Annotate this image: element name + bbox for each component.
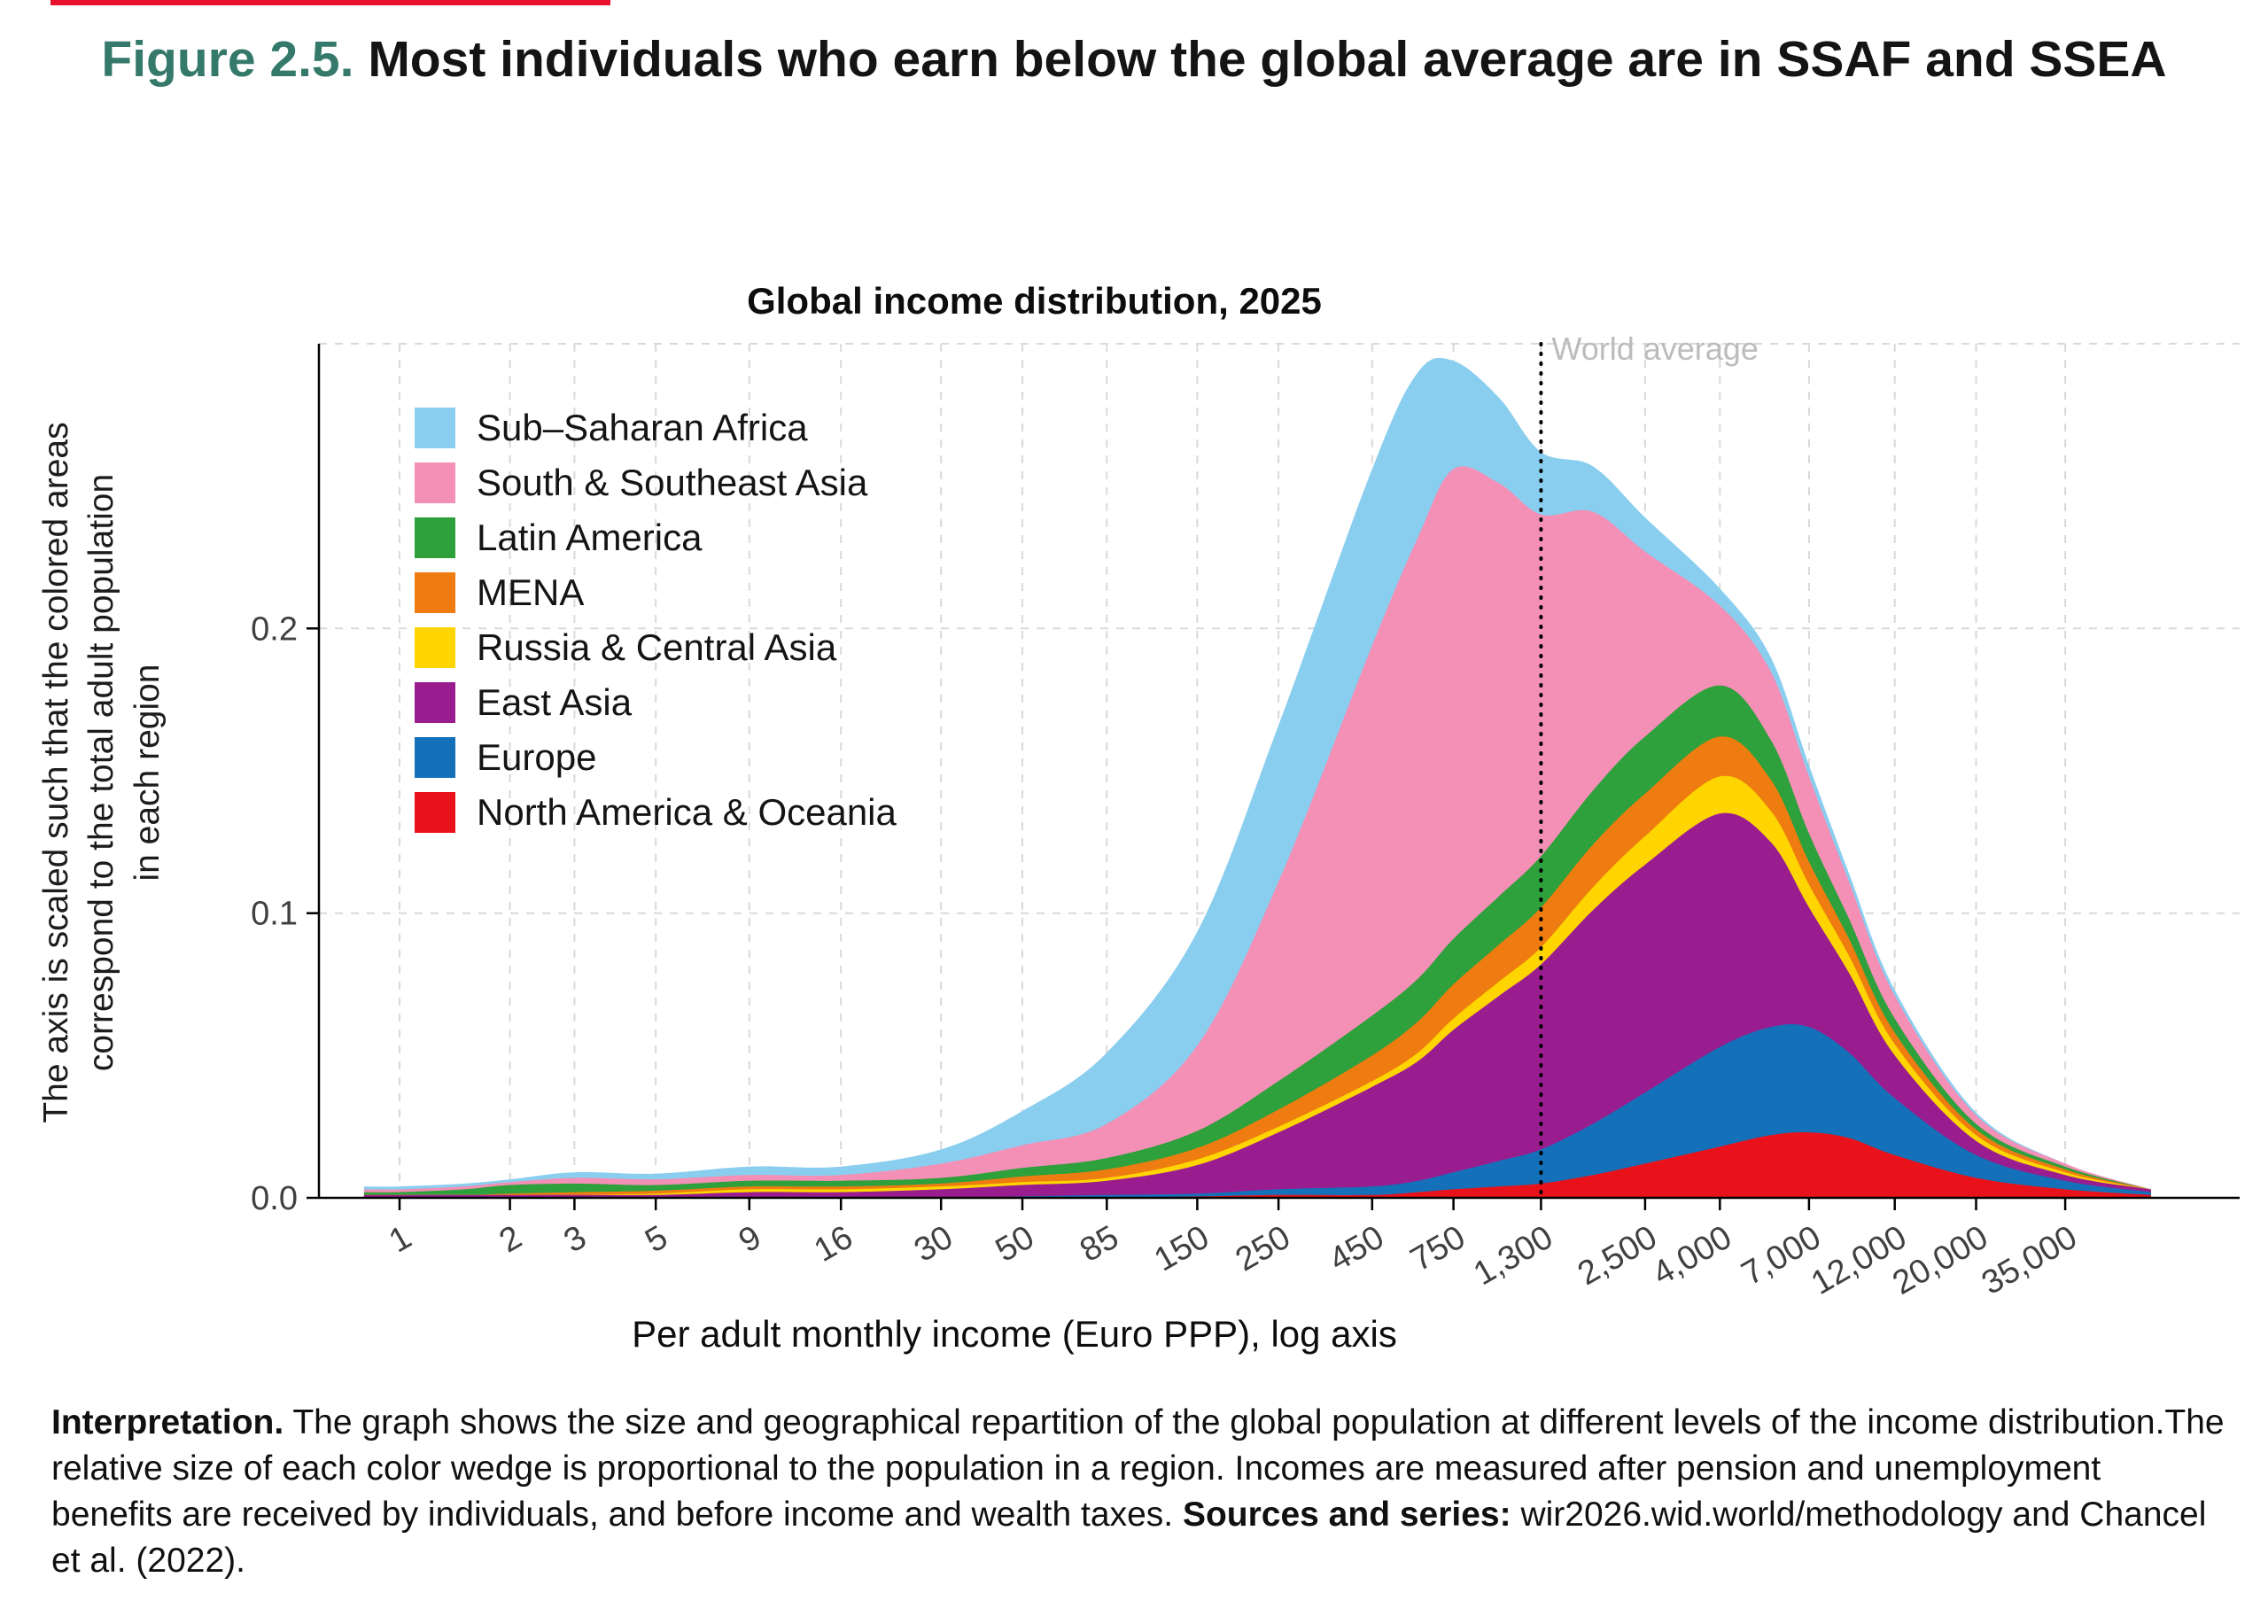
legend-swatch: [415, 572, 455, 613]
x-tick-label: 5: [639, 1218, 673, 1260]
world-average-label: World average: [1551, 330, 1758, 367]
legend-swatch: [415, 517, 455, 558]
legend-swatch: [415, 462, 455, 503]
x-tick-label: 35,000: [1976, 1218, 2084, 1302]
plot-svg-host: World average 1 2 3 5 9 16 30 50 85 150 250 450 750 1,…: [0, 328, 2268, 1382]
figure-number: Figure 2.5.: [101, 31, 354, 88]
area-north-america-oceania: [363, 1131, 2151, 1198]
interpretation-label: Interpretation.: [51, 1403, 284, 1441]
legend-label: Latin America: [477, 517, 703, 558]
x-tick-label: 4,000: [1646, 1218, 1737, 1293]
x-tick-label: 16: [808, 1218, 859, 1270]
legend-label: Europe: [477, 736, 597, 778]
x-tick-label: 50: [990, 1218, 1041, 1270]
chart-title: Global income distribution, 2025: [747, 280, 1322, 322]
legend-swatch: [415, 792, 455, 833]
sources-label: Sources and series:: [1182, 1495, 1511, 1534]
legend-item-sub-saharan-africa: Sub–Saharan Africa: [415, 400, 897, 455]
legend-item-mena: MENA: [415, 565, 897, 620]
income-distribution-plot: World average 1 2 3 5 9 16 30 50 85 150 250 450 7501,…: [251, 330, 2240, 1302]
x-tick-label: 250: [1230, 1218, 1297, 1278]
x-tick-label: 150: [1148, 1218, 1216, 1278]
stacked-areas: [363, 357, 2151, 1198]
legend-item-russia-central-asia: Russia & Central Asia: [415, 620, 897, 675]
interpretation: Interpretation. The graph shows the size…: [51, 1400, 2226, 1583]
y-tick-label: 0.1: [251, 896, 298, 933]
x-tick-label: 30: [908, 1218, 959, 1270]
x-tick-label: 85: [1074, 1218, 1125, 1270]
legend-label: Russia & Central Asia: [477, 626, 837, 668]
legend-label: South & Southeast Asia: [477, 462, 868, 503]
x-tick-label: 1: [383, 1218, 417, 1260]
x-axis-title: Per adult monthly income (Euro PPP), log…: [632, 1313, 1397, 1355]
x-tick-label: 20,000: [1886, 1218, 1994, 1302]
x-tick-label: 750: [1404, 1218, 1472, 1278]
x-tick-label: 2,500: [1572, 1218, 1663, 1293]
figure-title-text: Most individuals who earn below the glob…: [353, 31, 2167, 88]
sources-text: wir2026.wid.world/methodology and Chance…: [51, 1495, 2207, 1580]
legend-label: North America & Oceania: [477, 791, 897, 833]
top-accent-bar: [50, 0, 610, 5]
interpretation-text: The graph shows the size and geographica…: [51, 1403, 2225, 1534]
x-tick-label: 3: [558, 1218, 593, 1260]
x-tick-label: 1,300: [1468, 1218, 1559, 1293]
legend-item-north-america-oceania: North America & Oceania: [415, 785, 897, 840]
legend-item-europe: Europe: [415, 730, 897, 785]
axes: [307, 344, 2240, 1210]
x-tick-label: 450: [1323, 1218, 1390, 1278]
legend-swatch: [415, 408, 455, 448]
figure-title: Figure 2.5. Most individuals who earn be…: [84, 27, 2184, 92]
x-tick-label: 9: [733, 1218, 767, 1260]
legend-label: East Asia: [477, 681, 633, 723]
legend-label: MENA: [477, 571, 585, 613]
legend-swatch: [415, 737, 455, 778]
x-tick-label: 2: [493, 1218, 528, 1260]
legend-item-east-asia: East Asia: [415, 675, 897, 730]
legend: Sub–Saharan Africa South & Southeast Asia…: [415, 400, 897, 840]
y-tick-label: 0.0: [251, 1180, 298, 1217]
y-tick-label: 0.2: [251, 610, 298, 648]
x-tick-label: 12,000: [1806, 1218, 1914, 1302]
legend-item-south-southeast-asia: South & Southeast Asia: [415, 455, 897, 510]
legend-swatch: [415, 627, 455, 668]
legend-item-latin-america: Latin America: [415, 510, 897, 565]
legend-swatch: [415, 682, 455, 723]
y-tick-labels: 0.0 0.1 0.2: [251, 610, 298, 1217]
legend-label: Sub–Saharan Africa: [477, 407, 808, 448]
